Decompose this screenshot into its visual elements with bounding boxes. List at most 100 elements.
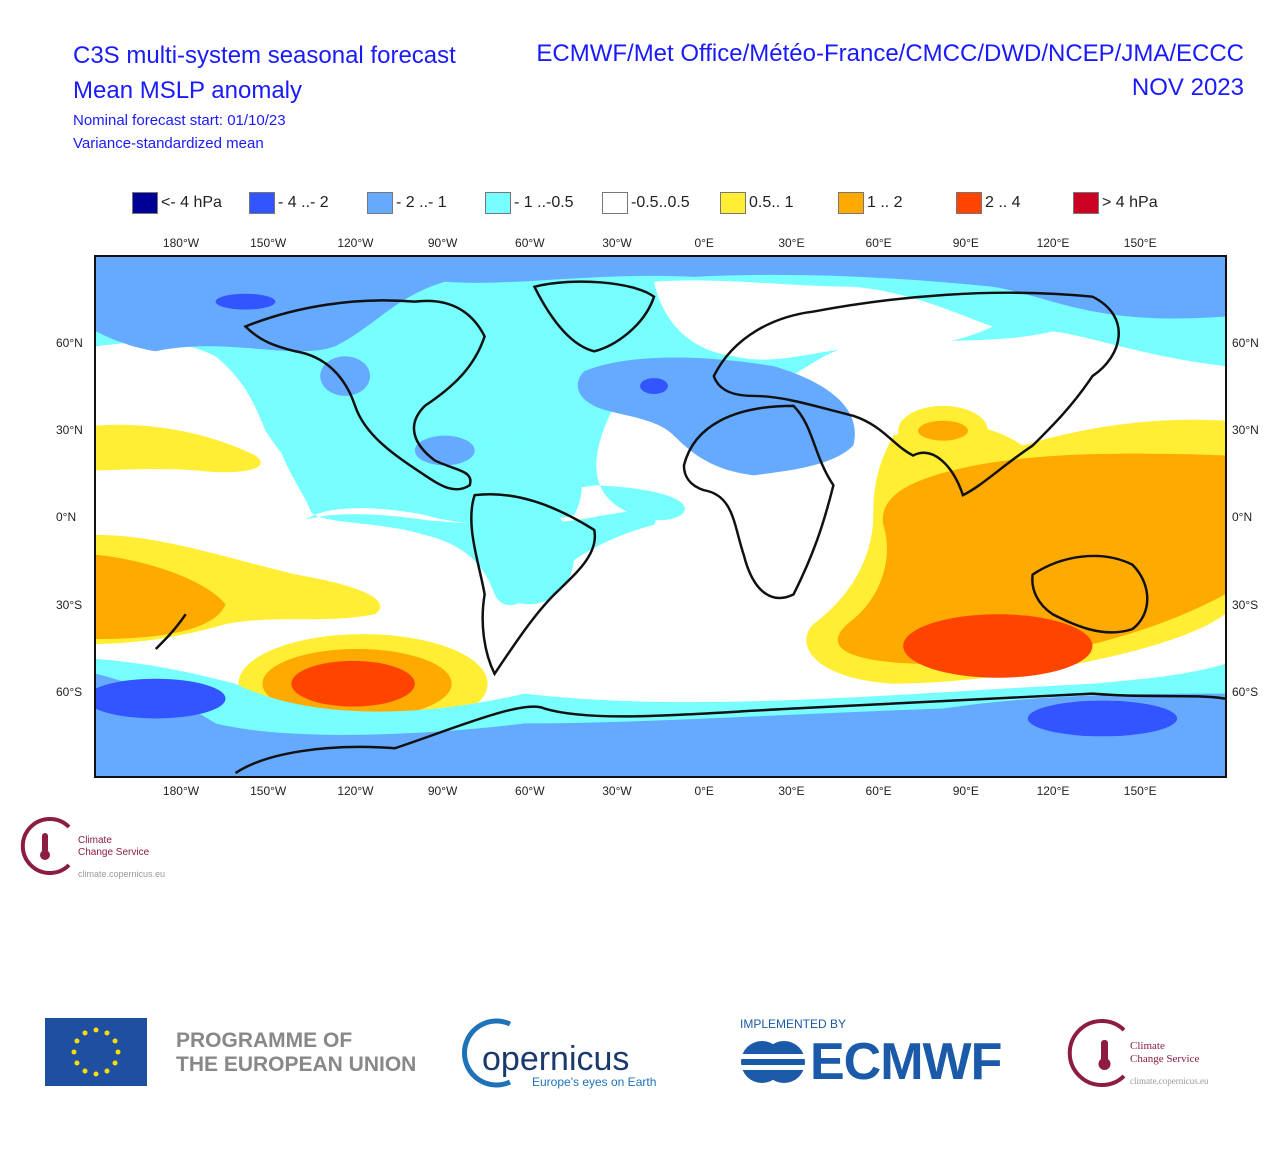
legend-item: - 1 ..-0.5 xyxy=(485,190,574,216)
lat-tick-label: 60°N xyxy=(1232,336,1259,350)
legend-swatch xyxy=(367,192,393,214)
lon-tick-label: 60°E xyxy=(865,236,892,250)
period-label: NOV 2023 xyxy=(1131,74,1244,101)
forecast-start: Nominal forecast start: 01/10/23 xyxy=(73,112,286,129)
lat-tick-label: 30°S xyxy=(56,597,83,612)
lat-tick-label: 30°N xyxy=(56,423,83,438)
lon-tick-label: 30°W xyxy=(602,236,632,250)
coastlines xyxy=(154,280,1226,775)
lon-tick-label: 150°W xyxy=(250,784,287,798)
eu-star-icon xyxy=(104,1030,110,1036)
legend-item: > 4 hPa xyxy=(1073,190,1158,216)
lon-tick-label: 120°E xyxy=(1036,784,1070,798)
lon-tick-label: 180°W xyxy=(162,784,200,798)
legend-label: 1 .. 2 xyxy=(867,194,903,211)
legend-swatch xyxy=(1073,192,1099,214)
legend-swatch xyxy=(602,192,628,214)
lon-tick-label: 60°W xyxy=(515,236,545,250)
legend-swatch xyxy=(485,192,511,214)
legend-item: 0.5.. 1 xyxy=(720,190,793,216)
method-label: Variance-standardized mean xyxy=(73,135,264,152)
legend-item: 1 .. 2 xyxy=(838,190,903,216)
anomaly-yellow-npacific xyxy=(96,424,261,473)
ecmwf-logo-icon xyxy=(740,1041,806,1083)
logo-url: climate.copernicus.eu xyxy=(78,869,166,879)
anomaly-darkblue-atlantic xyxy=(640,378,668,394)
anomaly-darkblue-south-indian xyxy=(1027,700,1178,737)
anomaly-orange-tibet xyxy=(918,420,968,441)
lat-tick-label: 60°N xyxy=(56,336,83,350)
legend-swatch xyxy=(720,192,746,214)
lon-tick-label: 90°W xyxy=(427,784,458,798)
anomaly-blue-npacific-east xyxy=(992,257,1225,319)
lon-tick-label: 60°E xyxy=(865,784,892,798)
legend-swatch xyxy=(249,192,275,214)
lon-tick-label: 0°E xyxy=(694,784,714,798)
lon-tick-label: 180°W xyxy=(162,236,200,250)
logo-line2: Change Service xyxy=(78,847,150,858)
lon-tick-label: 120°E xyxy=(1036,236,1070,250)
anomaly-white-eurasia xyxy=(654,280,993,360)
eu-star-icon xyxy=(82,1030,88,1036)
chart-title: C3S multi-system seasonal forecast xyxy=(73,42,456,69)
anomaly-blue-npacific xyxy=(96,257,1225,352)
australia-coast xyxy=(1031,554,1149,634)
mslp-anomaly-map xyxy=(86,255,1227,778)
lon-tick-label: 150°E xyxy=(1123,784,1157,798)
eu-star-icon xyxy=(104,1068,110,1074)
anomaly-darkblue-south-pacific xyxy=(86,678,226,719)
antarctica-coast xyxy=(234,692,1226,775)
anomaly-darkblue-arctic xyxy=(215,293,276,310)
c3s-line1: Climate xyxy=(1130,1040,1165,1052)
lon-tick-label: 30°E xyxy=(778,236,805,250)
new-zealand-coast xyxy=(154,613,187,650)
legend-label: - 1 ..-0.5 xyxy=(514,194,574,211)
lat-tick-label: 60°S xyxy=(1232,684,1259,699)
legend-label: > 4 hPa xyxy=(1102,194,1158,211)
lon-tick-label: 120°W xyxy=(337,236,374,250)
anomaly-red-southern-indian xyxy=(903,614,1093,678)
north-america-coast xyxy=(243,299,486,491)
eu-star-icon xyxy=(115,1049,121,1055)
lat-tick-label: 30°S xyxy=(1232,597,1259,612)
lon-tick-label: 90°E xyxy=(952,784,979,798)
anomaly-orange-indian xyxy=(837,453,1225,664)
logo-line1: Climate xyxy=(78,835,112,846)
legend-label: - 4 ..- 2 xyxy=(278,194,329,211)
ecmwf-wordmark: ECMWF xyxy=(810,1033,1002,1091)
eurasia-coast xyxy=(712,291,1120,497)
lat-tick-label: 0°N xyxy=(56,510,77,525)
eu-star-icon xyxy=(93,1027,99,1033)
south-america-coast xyxy=(470,493,597,677)
chart-subtitle: Mean MSLP anomaly xyxy=(73,77,303,104)
legend-item: <- 4 hPa xyxy=(132,190,222,216)
eu-star-icon xyxy=(71,1049,77,1055)
lon-tick-label: 30°W xyxy=(602,784,632,798)
centres-label: ECMWF/Met Office/Météo-France/CMCC/DWD/N… xyxy=(536,40,1244,67)
lat-tick-label: 60°S xyxy=(56,684,83,699)
lon-tick-label: 150°E xyxy=(1123,236,1157,250)
eu-programme-line2: THE EUROPEAN UNION xyxy=(176,1053,417,1076)
lon-tick-label: 150°W xyxy=(250,236,287,250)
legend-label: <- 4 hPa xyxy=(161,194,222,211)
eu-flag-icon xyxy=(45,1018,147,1086)
eu-star-icon xyxy=(112,1038,118,1044)
legend-item: - 2 ..- 1 xyxy=(367,190,447,216)
lon-tick-label: 60°W xyxy=(515,784,545,798)
implemented-by: IMPLEMENTED BY xyxy=(740,1017,847,1031)
lon-tick-label: 90°W xyxy=(427,236,458,250)
legend-label: - 2 ..- 1 xyxy=(396,194,447,211)
lon-tick-label: 30°E xyxy=(778,784,805,798)
legend-label: -0.5..0.5 xyxy=(631,194,690,211)
lat-tick-label: 30°N xyxy=(1232,423,1259,438)
eu-star-icon xyxy=(82,1068,88,1074)
copernicus-wordmark: opernicus xyxy=(482,1040,630,1078)
c3s-url: climate.copernicus.eu xyxy=(1130,1076,1209,1086)
eu-star-icon xyxy=(74,1038,80,1044)
anomaly-blue-labrador xyxy=(320,356,371,396)
lat-tick-label: 0°N xyxy=(1232,510,1253,525)
legend-swatch xyxy=(838,192,864,214)
eu-star-icon xyxy=(74,1060,80,1066)
eu-star-icon xyxy=(93,1071,99,1077)
legend-item: -0.5..0.5 xyxy=(602,190,690,216)
